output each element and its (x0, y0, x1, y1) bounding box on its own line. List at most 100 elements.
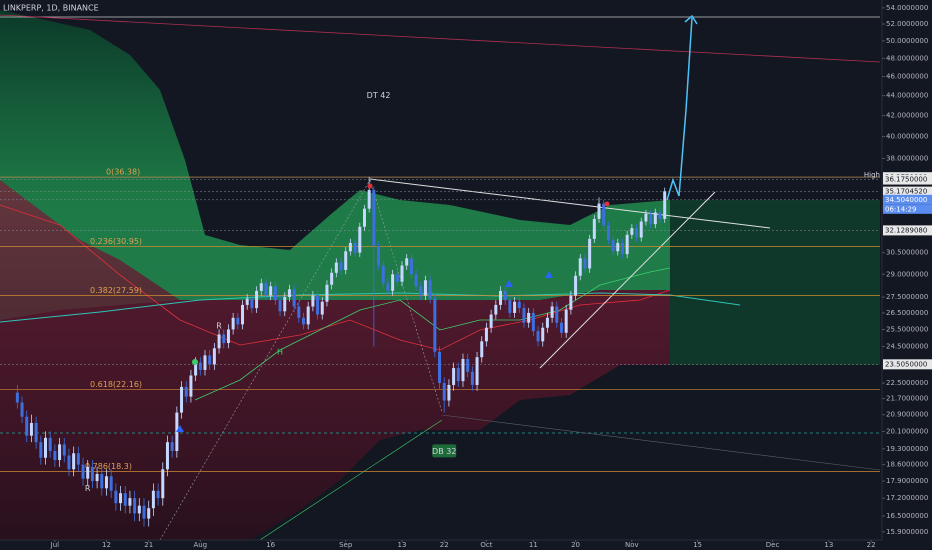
annotation: DB 32 (432, 447, 456, 456)
y-tick-label: 20.1000000 (886, 427, 928, 435)
candle-body (245, 298, 249, 305)
candle-body (348, 242, 352, 252)
high-label: High (864, 171, 880, 179)
x-tick-label: Oct (480, 541, 492, 549)
candle-body (226, 329, 230, 344)
candle-body (114, 490, 118, 504)
candle-body (616, 242, 620, 252)
dotted-line (369, 179, 443, 413)
x-tick-label: 21 (144, 541, 153, 549)
candle-body (62, 444, 66, 456)
candle-body (386, 283, 390, 291)
candle-body (273, 286, 277, 301)
candle-body (555, 306, 559, 323)
signal (545, 271, 553, 278)
countdown: 06:14:29 (885, 205, 916, 213)
candle-body (320, 301, 324, 315)
candle-body (620, 242, 624, 255)
candle-body (405, 258, 409, 266)
candle-body (470, 371, 474, 385)
annotation: DT 42 (367, 91, 391, 100)
trendline (369, 178, 771, 229)
candle-body (452, 368, 456, 385)
candle-body (447, 384, 451, 401)
candle-body (301, 317, 305, 325)
candle-body (489, 314, 493, 328)
green-zone-right (670, 200, 880, 365)
candle-body (222, 334, 226, 344)
candle-body (574, 275, 578, 296)
candle-body (499, 290, 503, 305)
candle-body (527, 312, 531, 323)
candle-body (644, 213, 648, 222)
candle-body (15, 392, 19, 403)
candle-body (142, 505, 146, 519)
candle-body (513, 301, 517, 313)
candle-body (297, 306, 301, 318)
candle-body (119, 493, 123, 504)
candle-body (635, 228, 639, 238)
candle-body (48, 437, 52, 452)
candle-body (649, 213, 653, 225)
dotted-line (159, 179, 371, 541)
y-tick-label: 44.0000000 (886, 92, 928, 100)
candle-body (128, 498, 132, 506)
price-badge-label: 32.1289080 (885, 226, 927, 234)
candle-body (602, 203, 606, 226)
candle-body (231, 317, 235, 330)
candle-body (269, 286, 273, 296)
candle-body (353, 242, 357, 253)
candle-body (184, 386, 188, 397)
candle-body (44, 437, 48, 458)
candle-body (58, 444, 62, 461)
diag-line (441, 414, 881, 471)
y-tick-label: 54.0000000 (886, 4, 928, 12)
x-tick-label: 15 (693, 541, 702, 549)
candle-body (480, 341, 484, 358)
candle-body (630, 228, 634, 235)
signal (192, 359, 198, 365)
chart-title: LINKPERP, 1D, BINANCE (3, 4, 99, 13)
y-tick-label: 25.5000000 (886, 325, 928, 333)
x-tick-label: 22 (867, 541, 876, 549)
candle-body (53, 451, 57, 461)
candle-body (278, 300, 282, 312)
x-tick-label: Sep (339, 541, 353, 549)
candle-body (325, 284, 329, 302)
price-axis (882, 0, 932, 550)
candle-body (409, 258, 413, 275)
candle-body (606, 225, 610, 241)
green-line (194, 267, 671, 401)
candle-body (578, 258, 582, 276)
price-badge (883, 194, 932, 205)
candle-body (109, 476, 113, 491)
y-tick-label: 38.0000000 (886, 154, 928, 162)
candle-body (414, 274, 418, 287)
candle-body (517, 301, 521, 309)
candle-body (381, 265, 385, 284)
x-tick-label: 16 (266, 541, 275, 549)
trendline (539, 191, 716, 369)
candle-body (20, 402, 24, 417)
candle-body (423, 280, 427, 296)
price-badge-label: 23.5050000 (885, 360, 927, 368)
y-tick-label: 19.3000000 (886, 445, 928, 453)
candle-body (137, 505, 141, 514)
candle-body (189, 375, 193, 397)
candle-body (428, 280, 432, 299)
candle-body (90, 466, 94, 482)
x-tick-label: 12 (102, 541, 111, 549)
candle-body (433, 298, 437, 352)
arrow-head (684, 14, 698, 25)
candle-body (484, 327, 488, 342)
candle-body (597, 203, 601, 219)
candle-body (522, 308, 526, 323)
time-axis (0, 540, 932, 550)
candle-body (217, 334, 221, 349)
candle-body (100, 473, 104, 489)
candle-body (34, 422, 38, 443)
candle-body (358, 226, 362, 253)
y-tick-label: 17.9000000 (886, 477, 928, 485)
candle-body (264, 283, 268, 296)
